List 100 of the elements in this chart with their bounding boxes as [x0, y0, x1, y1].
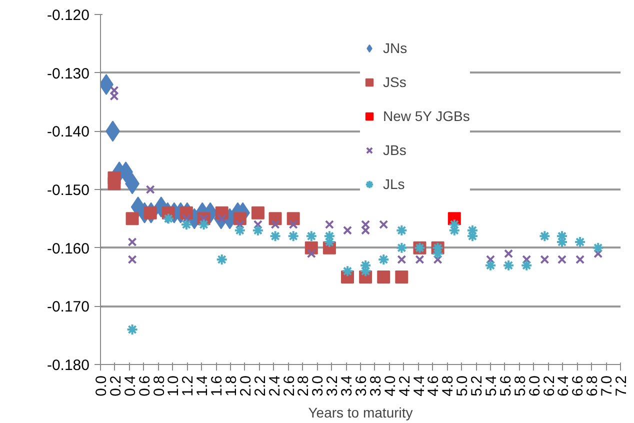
point: [287, 230, 300, 242]
x-tick-label: 0.4: [122, 375, 139, 396]
x-tick-label: 5.4: [483, 375, 500, 396]
x-tick-label: 0.2: [107, 375, 124, 396]
point: [486, 254, 496, 264]
point: [484, 259, 496, 272]
point: [182, 214, 191, 224]
x-tick-label: 2.0: [237, 375, 254, 396]
point: [235, 220, 244, 230]
x-tick-label: 3.4: [338, 375, 356, 396]
x-tick-label: 1.8: [223, 375, 240, 396]
x-tick-label: 0.6: [136, 375, 154, 396]
x-tick-label: 6.8: [584, 375, 602, 396]
x-tick-label: 3.8: [367, 375, 384, 396]
point: [361, 226, 370, 235]
x-tick-label: 4.8: [440, 375, 457, 396]
x-tick-label: 7.0: [598, 375, 616, 396]
x-tick-label: 6.2: [540, 375, 558, 396]
point: [538, 230, 551, 242]
x-tick-label: 6.4: [555, 375, 572, 396]
point: [522, 254, 532, 264]
legend-label: JSs: [383, 74, 406, 90]
x-tick-label: 1.6: [208, 375, 226, 396]
x-tick-label: 7.2: [613, 375, 630, 396]
point: [110, 86, 119, 95]
point: [342, 226, 352, 235]
point: [252, 224, 264, 236]
x-tick-label: 5.6: [497, 375, 514, 396]
point: [270, 220, 280, 230]
point: [305, 230, 318, 242]
x-tick-label: 4.4: [410, 375, 428, 396]
x-tick-label: 2.2: [252, 375, 269, 396]
y-tick-label: -0.120: [46, 7, 90, 24]
x-tick-label: 4.2: [396, 375, 414, 396]
point: [557, 254, 567, 264]
point: [126, 212, 139, 226]
point: [395, 270, 408, 284]
x-tick-label: 2.4: [266, 375, 284, 396]
point: [502, 259, 515, 272]
x-tick-label: 2.6: [280, 375, 298, 396]
point: [108, 177, 121, 190]
x-tick-label: 5.0: [454, 375, 472, 396]
point: [415, 254, 424, 264]
point: [594, 249, 603, 258]
point: [378, 254, 390, 266]
point: [448, 218, 460, 230]
point: [253, 220, 262, 230]
y-tick-label: -0.180: [46, 357, 90, 374]
x-tick-label: 2.8: [295, 375, 312, 396]
x-tick-label: 1.0: [165, 375, 182, 396]
x-tick-label: 1.2: [180, 375, 197, 396]
point: [433, 254, 442, 264]
point: [216, 254, 228, 266]
x-tick-label: 5.8: [512, 375, 529, 396]
x-tick-label: 3.6: [353, 375, 370, 396]
point: [361, 220, 370, 230]
point: [379, 220, 388, 230]
point: [592, 242, 604, 254]
x-tick-label: 0.8: [150, 375, 168, 396]
point: [323, 236, 336, 248]
point: [251, 206, 264, 220]
point: [556, 236, 568, 248]
legend-label: JBs: [383, 142, 406, 158]
point: [324, 220, 334, 230]
x-tick-label: 3.2: [324, 375, 342, 396]
point: [144, 206, 157, 220]
x-tick-label: 4.6: [425, 375, 442, 396]
point: [180, 218, 192, 230]
y-tick-label: -0.150: [46, 182, 90, 199]
y-tick-label: -0.140: [46, 124, 90, 141]
point: [520, 259, 533, 272]
x-tick-label: 6.6: [570, 375, 587, 396]
point: [306, 249, 316, 258]
x-tick-label: 3.0: [310, 375, 327, 396]
legend-label: JNs: [383, 40, 408, 56]
point: [126, 324, 138, 336]
y-tick-label: -0.160: [46, 240, 90, 258]
point: [128, 237, 137, 247]
x-tick-label: 0.0: [93, 375, 110, 396]
point: [396, 224, 408, 236]
x-tick-label: 1.4: [194, 375, 212, 396]
legend-label: JLs: [383, 176, 405, 192]
point: [288, 220, 298, 230]
point: [504, 249, 514, 258]
point: [110, 92, 119, 101]
legend-label: New 5Y JGBs: [383, 108, 470, 124]
point: [377, 270, 390, 284]
x-axis-title: Years to maturity: [308, 404, 413, 420]
point: [397, 254, 406, 264]
y-tick-label: -0.130: [46, 65, 90, 82]
point: [128, 254, 137, 264]
point: [146, 184, 155, 194]
point: [576, 254, 585, 264]
point: [432, 248, 444, 260]
x-tick-label: 6.0: [526, 375, 544, 396]
y-tick-label: -0.170: [46, 298, 90, 316]
point: [396, 242, 408, 254]
point: [162, 212, 174, 225]
point: [342, 265, 354, 278]
point: [269, 230, 282, 242]
